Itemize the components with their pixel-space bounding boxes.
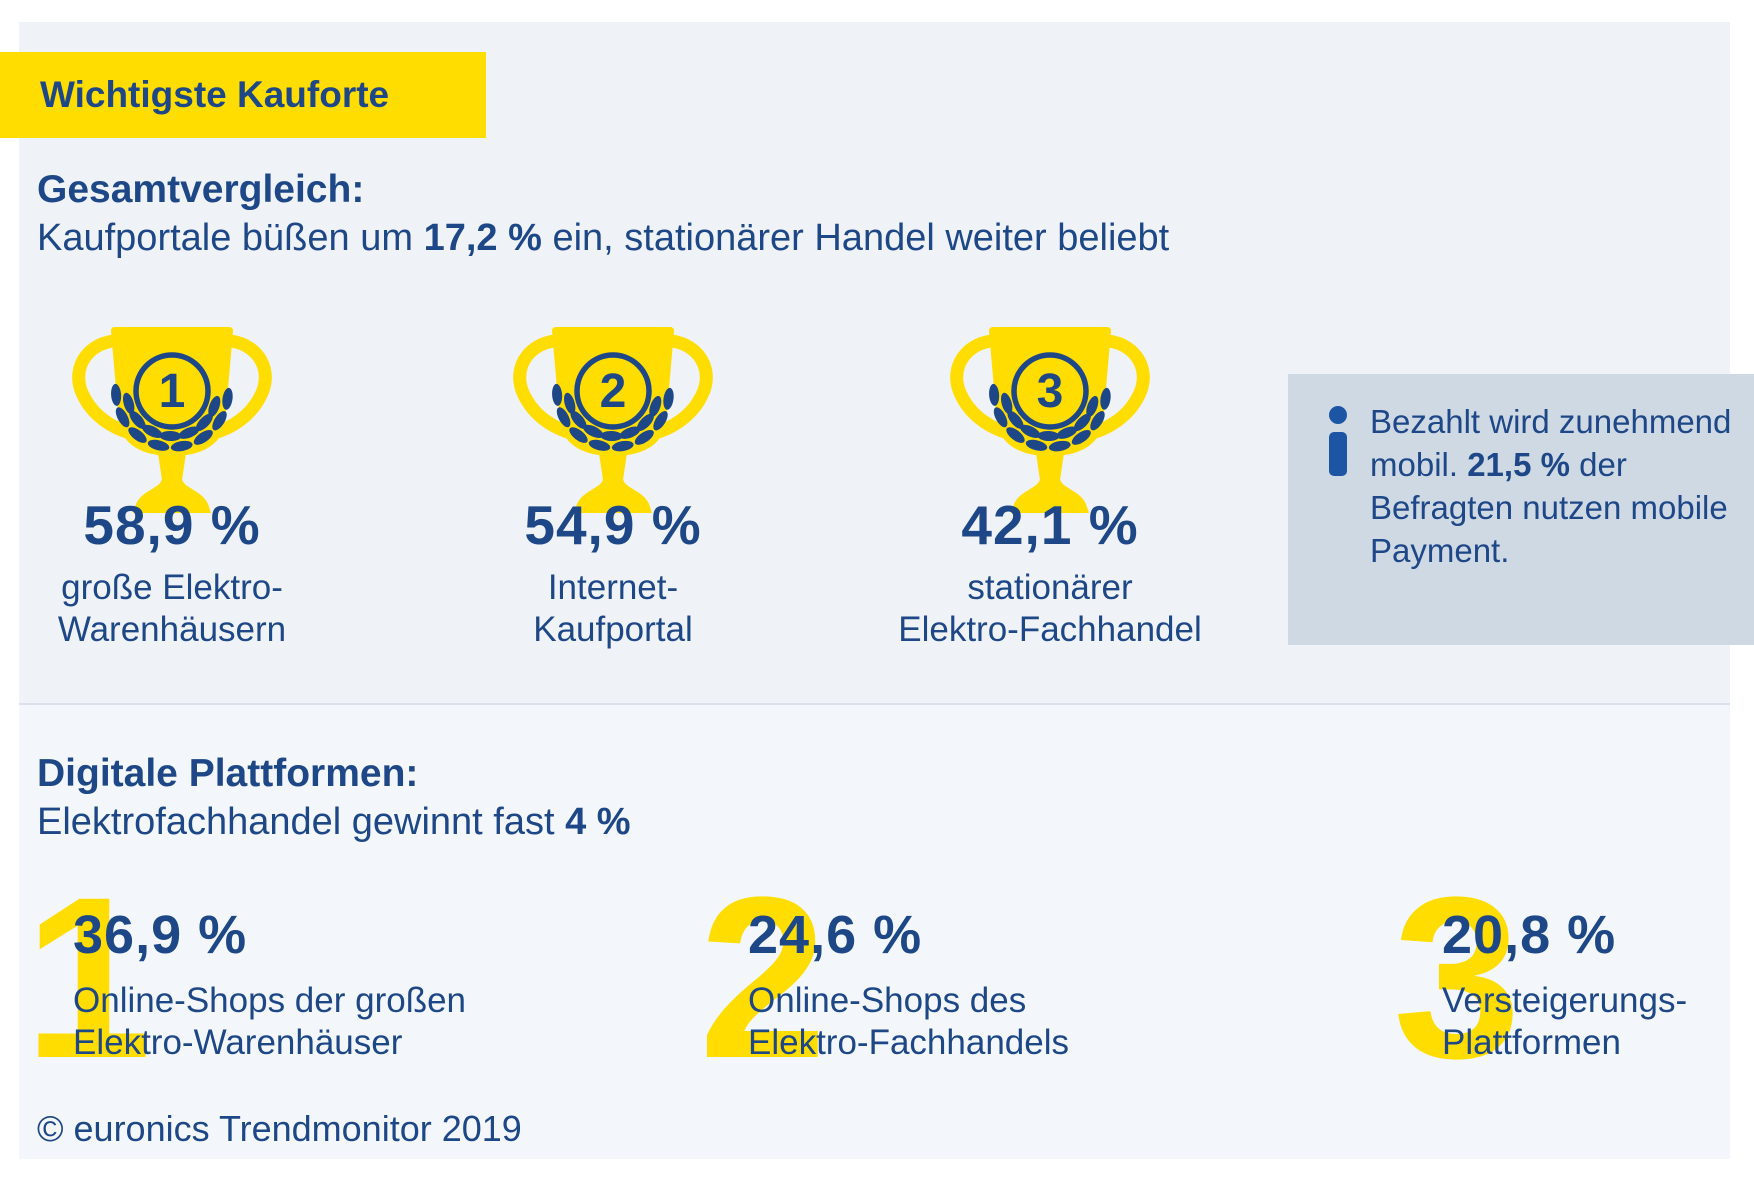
digital-rank-2: 2 24,6 % Online-Shops des Elektro-Fachha… (699, 863, 1319, 1093)
info-box-text: Bezahlt wird zunehmend mobil. 21,5 % der… (1370, 400, 1736, 645)
overall-rank-1-value: 58,9 % (83, 494, 261, 556)
label-line: Warenhäusern (57, 610, 287, 649)
digital-rank-3-label: Versteigerungs- Plattformen (1442, 980, 1753, 1064)
info-icon (1329, 406, 1347, 476)
overall-rank-1-label: große Elektro- Warenhäusern (2, 567, 342, 651)
digital-subtitle: Elektrofachhandel gewinnt fast 4 % (37, 800, 1437, 844)
overall-heading: Gesamtvergleich: (37, 168, 365, 211)
digital-rank-1: 1 36,9 % Online-Shops der großen Elektro… (24, 863, 644, 1093)
label-line: Versteigerungs- (1442, 981, 1688, 1020)
digital-rank-2-body: 24,6 % Online-Shops des Elektro-Fachhand… (748, 863, 1319, 1064)
digital-rank-2-value: 24,6 % (748, 905, 923, 965)
digital-subtitle-pre: Elektrofachhandel gewinnt fast (37, 801, 566, 843)
label-line: Online-Shops des (748, 981, 1027, 1020)
overall-rank-3: 3 42,1 % stationärer Elektro-Fachhandel (880, 327, 1220, 651)
info-text-post: der Befragten nutzen mobile Payment. (1370, 446, 1728, 569)
label-line: Internet- (547, 568, 679, 607)
label-line: Elektro-Fachhandels (748, 1023, 1069, 1062)
title-badge: Wichtigste Kauforte (0, 52, 486, 138)
digital-heading: Digitale Plattformen: (37, 752, 419, 795)
overall-subtitle: Kaufportale büßen um 17,2 % ein, station… (37, 216, 1437, 260)
digital-rank-1-value: 36,9 % (73, 905, 248, 965)
digital-rank-3: 3 20,8 % Versteigerungs- Plattformen (1393, 863, 1753, 1093)
trophy-icon: 1 (67, 327, 277, 517)
digital-rank-3-body: 20,8 % Versteigerungs- Plattformen (1442, 863, 1753, 1064)
mobile-payment-info-box: Bezahlt wird zunehmend mobil. 21,5 % der… (1288, 374, 1754, 645)
digital-rank-3-value: 20,8 % (1442, 905, 1617, 965)
trophy-icon: 3 (945, 327, 1155, 517)
trophy-rank-number: 1 (159, 365, 186, 418)
overall-subtitle-post: ein, stationärer Handel weiter beliebt (541, 217, 1170, 259)
label-line: Plattformen (1442, 1023, 1621, 1062)
overall-rank-1: 1 58,9 % große Elektro- Warenhäusern (2, 327, 342, 651)
label-line: Online-Shops der großen (73, 981, 466, 1020)
label-line: stationärer (967, 568, 1133, 607)
overall-subtitle-pre: Kaufportale büßen um (37, 217, 424, 259)
digital-section-panel (19, 703, 1730, 1159)
overall-rank-3-label: stationärer Elektro-Fachhandel (880, 567, 1220, 651)
trophy-rank-number: 2 (600, 365, 627, 418)
digital-rank-2-label: Online-Shops des Elektro-Fachhandels (748, 980, 1319, 1064)
digital-rank-1-body: 36,9 % Online-Shops der großen Elektro-W… (73, 863, 644, 1064)
digital-subtitle-bold-value: 4 % (565, 801, 631, 843)
label-line: Elektro-Fachhandel (898, 610, 1202, 649)
big-rank-number-1: 1 (24, 849, 152, 1106)
big-rank-number-3: 3 (1393, 849, 1521, 1106)
overall-rank-2-label: Internet- Kaufportal (443, 567, 783, 651)
label-line: große Elektro- (61, 568, 283, 607)
digital-rank-1-label: Online-Shops der großen Elektro-Warenhäu… (73, 980, 644, 1064)
overall-rank-2: 2 54,9 % Internet- Kaufportal (443, 327, 783, 651)
overall-subtitle-bold-value: 17,2 % (423, 217, 542, 259)
copyright-text: © euronics Trendmonitor 2019 (37, 1108, 522, 1149)
info-text-pre: Bezahlt wird zunehmend mobil. (1370, 403, 1732, 483)
overall-rank-3-value: 42,1 % (961, 494, 1139, 556)
trophy-icon: 2 (508, 327, 718, 517)
big-rank-number-2: 2 (699, 849, 827, 1106)
info-text-bold-value: 21,5 % (1467, 446, 1570, 483)
label-line: Kaufportal (533, 610, 693, 649)
label-line: Elektro-Warenhäuser (73, 1023, 403, 1062)
overall-rank-2-value: 54,9 % (524, 494, 702, 556)
trophy-rank-number: 3 (1037, 365, 1064, 418)
page-title: Wichtigste Kauforte (40, 74, 390, 115)
